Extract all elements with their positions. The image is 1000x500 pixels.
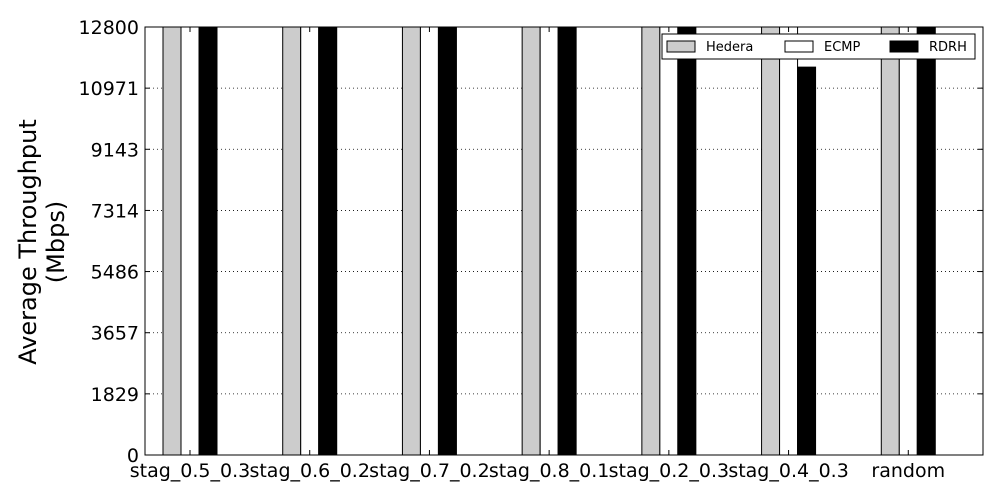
bar-rdrh-3 — [557, 26, 577, 456]
legend-label-ecmp: ECMP — [824, 40, 861, 55]
y-tick-label: 10971 — [79, 78, 139, 100]
bar-ecmp-0 — [180, 26, 200, 456]
bar-ecmp-6 — [898, 26, 918, 456]
y-axis-tick-labels: 0 1829 3657 5486 7314 9143 10971 12800 — [79, 17, 139, 467]
legend: Hedera ECMP RDRH — [661, 33, 976, 60]
x-tick-label: stag_0.5_0.3 — [130, 460, 251, 482]
x-tick-label: stag_0.2_0.3 — [609, 460, 730, 482]
bar-rdrh-4 — [677, 26, 697, 456]
y-tick-label: 7314 — [91, 200, 139, 222]
y-tick-label: 9143 — [91, 139, 139, 161]
legend-label-rdrh: RDRH — [929, 40, 967, 55]
bar-hedera-1 — [282, 26, 302, 456]
legend-swatch-hedera — [666, 40, 696, 53]
plot-frame — [144, 26, 984, 456]
bar-ecmp-2 — [419, 26, 439, 456]
bar-rdrh-0 — [198, 26, 218, 456]
legend-swatch-rdrh — [889, 40, 919, 53]
bar-hedera-5 — [761, 26, 781, 456]
bar-hedera-0 — [162, 26, 182, 456]
x-axis-tick-labels: stag_0.5_0.3 stag_0.6_0.2 stag_0.7_0.2 stag… — [130, 460, 945, 482]
legend-box — [661, 33, 976, 60]
x-tick-label: stag_0.7_0.2 — [369, 460, 490, 482]
bar-ecmp-1 — [300, 26, 320, 456]
y-axis-label: Average Throughput(Mbps) — [14, 119, 70, 365]
legend-swatch-ecmp — [784, 40, 814, 53]
bar-ecmp-5 — [779, 26, 799, 456]
y-tick-label: 5486 — [91, 262, 139, 284]
y-tick-label: 3657 — [91, 323, 139, 345]
x-tick-label: stag_0.4_0.3 — [728, 460, 849, 482]
bar-hedera-2 — [401, 26, 421, 456]
bar-rdrh-6 — [916, 26, 936, 456]
x-tick-label: random — [871, 460, 945, 482]
bar-rdrh-2 — [437, 26, 457, 456]
legend-label-hedera: Hedera — [706, 40, 753, 55]
bar-hedera-6 — [880, 26, 900, 456]
y-axis-label-line: (Mbps) — [42, 201, 70, 283]
y-axis-label-line: Average Throughput — [14, 119, 42, 365]
bar-hedera-4 — [641, 26, 661, 456]
bar-ecmp-3 — [539, 26, 559, 456]
y-tick-label: 0 — [127, 445, 139, 467]
bar-rdrh-5 — [797, 66, 817, 456]
bar-rdrh-1 — [318, 26, 338, 456]
y-tick-label: 1829 — [91, 384, 139, 406]
bars — [162, 26, 936, 456]
x-tick-label: stag_0.6_0.2 — [249, 460, 370, 482]
axis-ticks — [145, 26, 983, 456]
bar-hedera-3 — [521, 26, 541, 456]
bar-ecmp-4 — [659, 26, 679, 456]
y-tick-label: 12800 — [79, 17, 139, 39]
x-tick-label: stag_0.8_0.1 — [489, 460, 610, 482]
